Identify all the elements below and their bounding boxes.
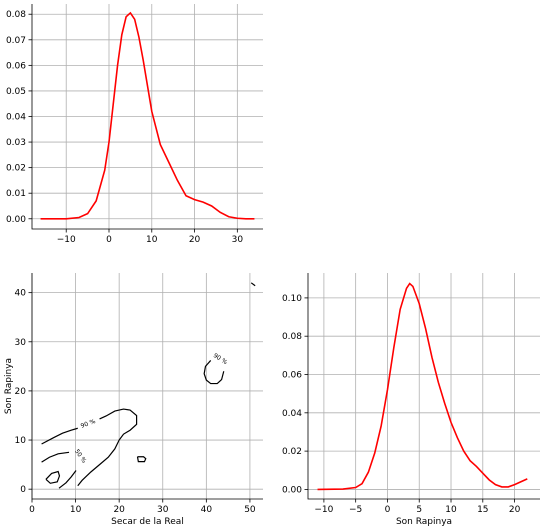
top-marginal-ytick-label: 0.05 [6, 87, 26, 97]
top-marginal-ytick-label: 0.01 [6, 189, 26, 199]
joint-contour-panel: 0 10 20 30 40 50 0 10 20 30 40 Secar de la Real Son … [4, 273, 263, 527]
joint-contour-xtick-label: 40 [201, 505, 213, 515]
right-marginal-ytick-label: 0.08 [282, 332, 302, 342]
contour-line-4 [58, 470, 77, 489]
contour-line-0 [41, 427, 78, 445]
right-marginal-xtick-label: −5 [349, 505, 362, 515]
top-marginal-ytick-label: 0.04 [6, 113, 26, 123]
contour-line-3 [45, 470, 61, 484]
top-marginal-xtick-label: 30 [232, 235, 244, 245]
right-marginal-ytick-label: 0.06 [282, 371, 302, 381]
joint-contour-xtick-label: 10 [70, 505, 82, 515]
contour-label-0: 90 % [80, 418, 97, 430]
contour-line-2 [41, 451, 70, 463]
contour-label-1: 90 % [212, 352, 229, 366]
right-marginal-xtick-label: 5 [416, 505, 422, 515]
top-marginal-xtick-label: 10 [146, 235, 158, 245]
right-marginal-xlabel: Son Rapinya [396, 517, 452, 527]
joint-contour-ytick-label: 40 [15, 289, 27, 299]
top-marginal-ytick-label: 0.07 [6, 36, 26, 46]
top-marginal-ytick-label: 0.02 [6, 164, 26, 174]
joint-contour-xtick-label: 0 [29, 505, 35, 515]
contour-line-6 [203, 360, 225, 385]
joint-contour-xlabel: Secar de la Real [111, 517, 184, 527]
joint-contour-spines [31, 273, 263, 500]
contour-line-1 [77, 408, 138, 487]
top-marginal-xtick-label: 0 [106, 235, 112, 245]
top-marginal-spines [31, 4, 263, 230]
right-marginal-xtick-label: 15 [477, 505, 488, 515]
contour-line-5 [136, 456, 147, 463]
joint-contour-ytick-label: 30 [15, 338, 27, 348]
top-marginal-ytick-label: 0.03 [6, 138, 26, 148]
right-marginal-xtick-label: 20 [509, 505, 521, 515]
joint-contour-xtick-label: 50 [244, 505, 256, 515]
top-marginal-xtick-label: −10 [57, 235, 76, 245]
joint-contour-xtick-label: 20 [113, 505, 125, 515]
right-marginal-xtick-label: −10 [314, 505, 333, 515]
top-marginal-panel: −10 0 10 20 30 0.00 0.01 0.02 0.03 0.04 0.05 0.06 0.… [6, 4, 263, 245]
joint-contour-ytick-label: 20 [15, 387, 27, 397]
right-marginal-ytick-label: 0.10 [282, 294, 302, 304]
right-marginal-panel: −10 −5 0 5 10 15 20 0.00 0.02 0.04 0.06 0.08 0.10 Son… [282, 273, 540, 527]
top-marginal-ytick-label: 0.08 [6, 10, 26, 20]
joint-contour-ylabel: Son Rapinya [4, 358, 14, 414]
right-marginal-density-line [317, 282, 528, 491]
joint-contour-ytick-label: 10 [15, 436, 27, 446]
top-marginal-xtick-label: 20 [189, 235, 201, 245]
right-marginal-spines [307, 273, 540, 500]
right-marginal-ytick-label: 0.02 [282, 447, 302, 457]
joint-contour-xtick-label: 30 [157, 505, 169, 515]
contour-line-7 [250, 282, 256, 287]
right-marginal-ytick-label: 0.04 [282, 409, 302, 419]
joint-contour-ytick-label: 0 [20, 485, 26, 495]
right-marginal-xtick-label: 10 [445, 505, 457, 515]
top-marginal-density-line [40, 11, 255, 220]
top-marginal-ytick-label: 0.06 [6, 61, 26, 71]
top-marginal-ytick-label: 0.00 [6, 215, 26, 225]
right-marginal-xtick-label: 0 [385, 505, 391, 515]
right-marginal-ytick-label: 0.00 [282, 485, 302, 495]
